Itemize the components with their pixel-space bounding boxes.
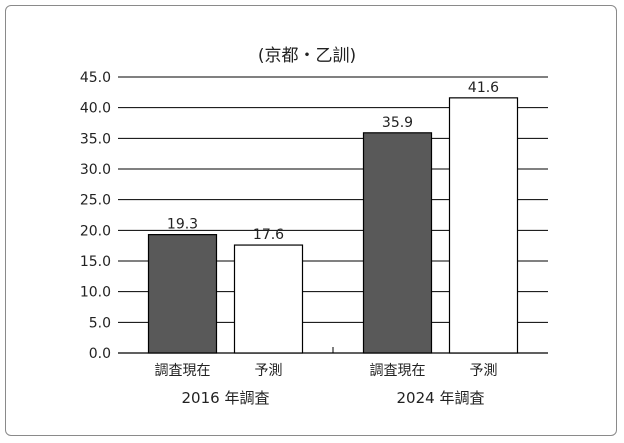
y-axis-tick-labels: 0.0 5.0 10.0 15.0 20.0 25.0 30.0 35.0 40.0 45.0 xyxy=(80,70,111,362)
y-tick-label: 25.0 xyxy=(80,193,111,209)
y-tick-label: 15.0 xyxy=(80,254,111,270)
y-tick-label: 20.0 xyxy=(80,223,111,239)
group-label: 2016 年調査 xyxy=(182,389,270,407)
bar xyxy=(233,244,304,354)
category-label: 調査現在 xyxy=(155,363,211,379)
bar xyxy=(362,132,433,354)
data-labels: 19.3 17.6 35.9 41.6 xyxy=(167,80,499,243)
y-tick-label: 45.0 xyxy=(80,70,111,86)
y-tick-label: 30.0 xyxy=(80,162,111,178)
data-label: 17.6 xyxy=(253,227,284,243)
x-axis-labels: 調査現在 予測 2016 年調査 調査現在 予測 2024 年調査 xyxy=(155,363,498,407)
data-label: 19.3 xyxy=(167,217,198,233)
data-label: 35.9 xyxy=(382,115,413,131)
bars xyxy=(147,97,519,354)
group-label: 2024 年調査 xyxy=(397,389,485,407)
category-label: 予測 xyxy=(470,363,498,379)
data-label: 41.6 xyxy=(468,80,499,96)
y-tick-label: 10.0 xyxy=(80,285,111,301)
chart-title: (京都・乙訓) xyxy=(258,46,356,66)
y-tick-label: 40.0 xyxy=(80,101,111,117)
category-label: 調査現在 xyxy=(370,363,426,379)
bar xyxy=(448,97,519,354)
bar xyxy=(147,234,218,354)
y-tick-label: 0.0 xyxy=(89,346,111,362)
y-tick-label: 5.0 xyxy=(89,315,111,331)
category-label: 予測 xyxy=(255,363,283,379)
y-tick-label: 35.0 xyxy=(80,131,111,147)
